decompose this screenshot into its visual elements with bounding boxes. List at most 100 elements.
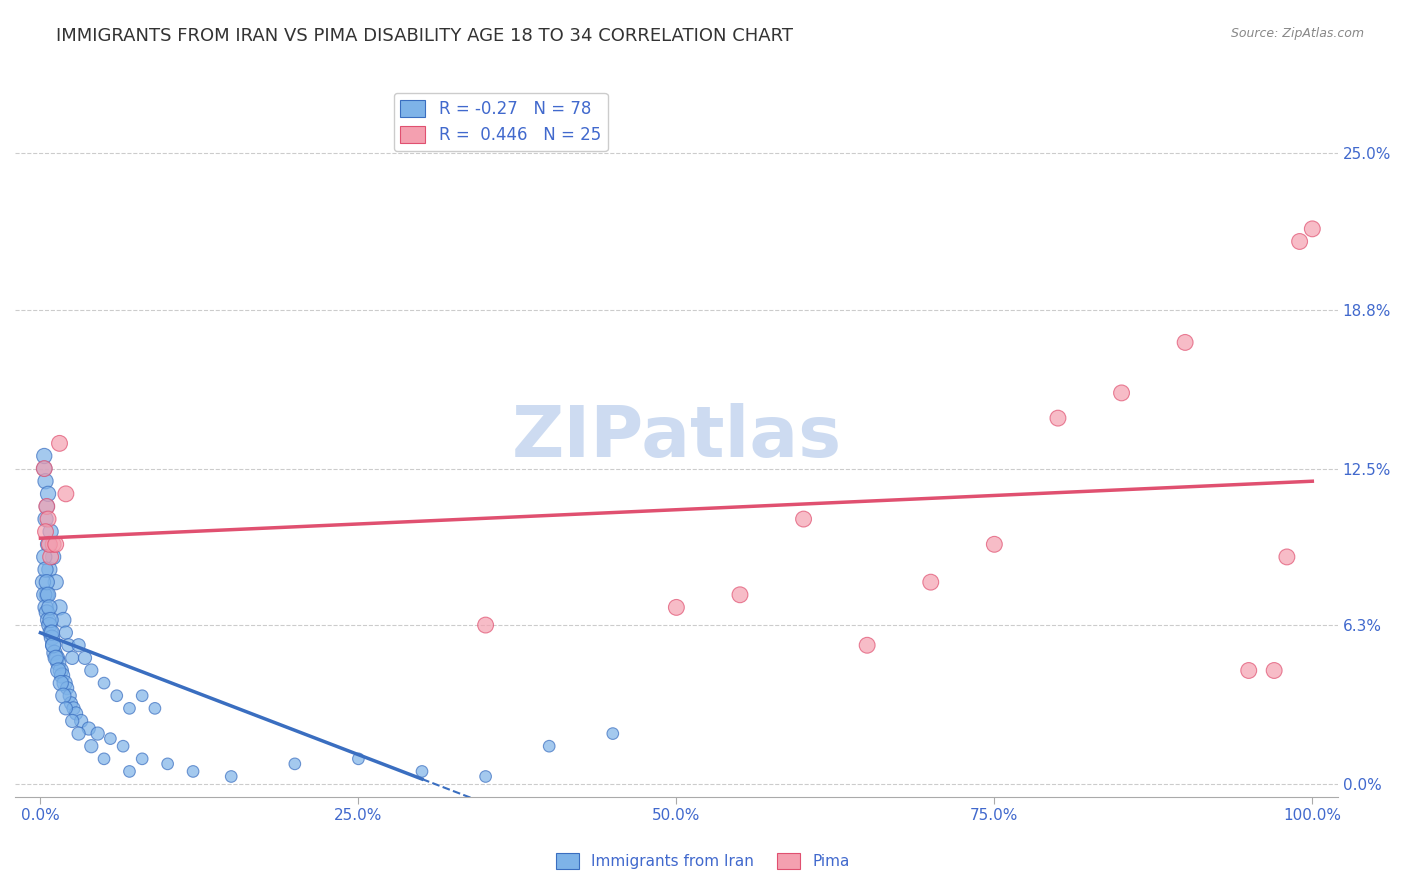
- Point: [728, 588, 751, 602]
- Point: [46, 656, 69, 670]
- Point: [41, 625, 63, 640]
- Text: IMMIGRANTS FROM IRAN VS PIMA DISABILITY AGE 18 TO 34 CORRELATION CHART: IMMIGRANTS FROM IRAN VS PIMA DISABILITY …: [56, 27, 793, 45]
- Point: [665, 600, 688, 615]
- Point: [45, 537, 67, 551]
- Point: [56, 681, 79, 695]
- Point: [55, 701, 77, 715]
- Point: [44, 646, 66, 660]
- Point: [70, 714, 93, 728]
- Point: [920, 575, 942, 590]
- Point: [32, 461, 55, 475]
- Point: [112, 739, 135, 754]
- Point: [32, 449, 55, 463]
- Point: [37, 588, 59, 602]
- Text: Source: ZipAtlas.com: Source: ZipAtlas.com: [1230, 27, 1364, 40]
- Point: [35, 606, 58, 620]
- Point: [39, 625, 62, 640]
- Point: [42, 549, 65, 564]
- Point: [52, 613, 75, 627]
- Point: [474, 769, 496, 783]
- Point: [34, 474, 56, 488]
- Point: [67, 638, 90, 652]
- Point: [52, 689, 75, 703]
- Point: [86, 726, 108, 740]
- Point: [118, 764, 141, 779]
- Point: [32, 588, 55, 602]
- Point: [856, 638, 879, 652]
- Point: [59, 696, 82, 710]
- Point: [80, 664, 103, 678]
- Point: [59, 689, 82, 703]
- Point: [34, 524, 56, 539]
- Point: [55, 487, 77, 501]
- Point: [49, 676, 72, 690]
- Legend: Immigrants from Iran, Pima: Immigrants from Iran, Pima: [550, 847, 856, 875]
- Point: [60, 651, 83, 665]
- Point: [100, 731, 122, 746]
- Point: [156, 756, 179, 771]
- Point: [46, 664, 69, 678]
- Point: [55, 625, 77, 640]
- Point: [37, 487, 59, 501]
- Point: [37, 512, 59, 526]
- Point: [35, 588, 58, 602]
- Point: [1263, 664, 1285, 678]
- Point: [39, 613, 62, 627]
- Point: [38, 537, 60, 551]
- Point: [35, 575, 58, 590]
- Point: [118, 701, 141, 715]
- Point: [1275, 549, 1298, 564]
- Point: [46, 651, 69, 665]
- Point: [35, 500, 58, 514]
- Legend: R = -0.27   N = 78, R =  0.446   N = 25: R = -0.27 N = 78, R = 0.446 N = 25: [394, 93, 607, 151]
- Point: [58, 638, 80, 652]
- Point: [131, 752, 153, 766]
- Point: [538, 739, 561, 754]
- Point: [131, 689, 153, 703]
- Point: [73, 651, 96, 665]
- Point: [34, 512, 56, 526]
- Point: [39, 524, 62, 539]
- Point: [143, 701, 166, 715]
- Point: [347, 752, 370, 766]
- Point: [793, 512, 815, 526]
- Point: [45, 651, 67, 665]
- Point: [1237, 664, 1260, 678]
- Point: [37, 537, 59, 551]
- Point: [411, 764, 433, 779]
- Point: [60, 714, 83, 728]
- Point: [65, 706, 87, 721]
- Point: [37, 613, 59, 627]
- Point: [105, 689, 128, 703]
- Point: [93, 676, 115, 690]
- Point: [34, 600, 56, 615]
- Point: [32, 549, 55, 564]
- Point: [62, 701, 84, 715]
- Point: [38, 600, 60, 615]
- Point: [51, 668, 73, 682]
- Point: [38, 618, 60, 632]
- Point: [48, 600, 70, 615]
- Point: [48, 436, 70, 450]
- Point: [284, 756, 307, 771]
- Point: [983, 537, 1005, 551]
- Point: [77, 722, 100, 736]
- Point: [1174, 335, 1197, 350]
- Point: [1046, 411, 1069, 425]
- Point: [181, 764, 204, 779]
- Point: [1288, 235, 1310, 249]
- Point: [32, 461, 55, 475]
- Point: [32, 575, 55, 590]
- Point: [41, 631, 63, 645]
- Point: [39, 549, 62, 564]
- Point: [1111, 385, 1133, 400]
- Point: [53, 676, 76, 690]
- Point: [42, 638, 65, 652]
- Point: [1301, 222, 1323, 236]
- Point: [67, 726, 90, 740]
- Point: [34, 563, 56, 577]
- Point: [474, 618, 496, 632]
- Point: [35, 500, 58, 514]
- Text: ZIPatlas: ZIPatlas: [512, 402, 841, 472]
- Point: [93, 752, 115, 766]
